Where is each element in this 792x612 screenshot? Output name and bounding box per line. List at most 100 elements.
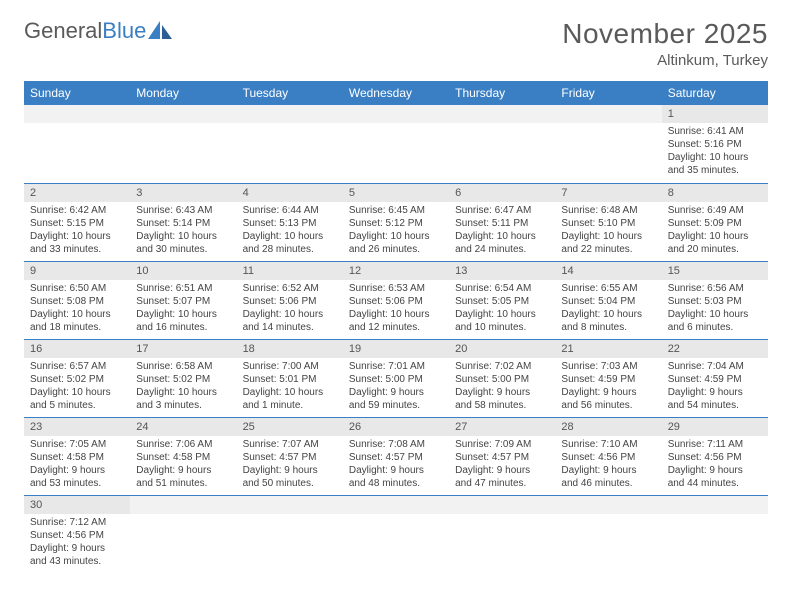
calendar-day-cell: 3Sunrise: 6:43 AMSunset: 5:14 PMDaylight…	[130, 183, 236, 261]
day-number: 19	[343, 340, 449, 358]
sunset-line: Sunset: 5:11 PM	[455, 217, 549, 230]
daylight-line: Daylight: 9 hours and 53 minutes.	[30, 464, 124, 490]
calendar-empty-cell	[130, 495, 236, 573]
weekday-header: Sunday	[24, 81, 130, 105]
day-details: Sunrise: 7:04 AMSunset: 4:59 PMDaylight:…	[662, 358, 768, 416]
day-details: Sunrise: 6:53 AMSunset: 5:06 PMDaylight:…	[343, 280, 449, 338]
sunset-line: Sunset: 4:56 PM	[30, 529, 124, 542]
calendar-empty-cell	[449, 495, 555, 573]
calendar-day-cell: 23Sunrise: 7:05 AMSunset: 4:58 PMDayligh…	[24, 417, 130, 495]
sunset-line: Sunset: 5:02 PM	[30, 373, 124, 386]
day-details: Sunrise: 7:10 AMSunset: 4:56 PMDaylight:…	[555, 436, 661, 494]
day-details: Sunrise: 6:52 AMSunset: 5:06 PMDaylight:…	[237, 280, 343, 338]
sunrise-line: Sunrise: 6:51 AM	[136, 282, 230, 295]
sunset-line: Sunset: 4:57 PM	[349, 451, 443, 464]
day-details: Sunrise: 7:12 AMSunset: 4:56 PMDaylight:…	[24, 514, 130, 572]
calendar-day-cell: 6Sunrise: 6:47 AMSunset: 5:11 PMDaylight…	[449, 183, 555, 261]
calendar-day-cell: 24Sunrise: 7:06 AMSunset: 4:58 PMDayligh…	[130, 417, 236, 495]
day-number	[555, 496, 661, 514]
day-details: Sunrise: 7:09 AMSunset: 4:57 PMDaylight:…	[449, 436, 555, 494]
title-block: November 2025 Altinkum, Turkey	[562, 18, 768, 69]
daylight-line: Daylight: 10 hours and 14 minutes.	[243, 308, 337, 334]
calendar-week-row: 16Sunrise: 6:57 AMSunset: 5:02 PMDayligh…	[24, 339, 768, 417]
logo-sail-icon	[148, 21, 174, 41]
calendar-empty-cell	[237, 105, 343, 183]
sunrise-line: Sunrise: 7:10 AM	[561, 438, 655, 451]
daylight-line: Daylight: 10 hours and 12 minutes.	[349, 308, 443, 334]
calendar-day-cell: 27Sunrise: 7:09 AMSunset: 4:57 PMDayligh…	[449, 417, 555, 495]
sunrise-line: Sunrise: 7:08 AM	[349, 438, 443, 451]
day-number: 2	[24, 184, 130, 202]
calendar-day-cell: 26Sunrise: 7:08 AMSunset: 4:57 PMDayligh…	[343, 417, 449, 495]
day-number	[343, 105, 449, 123]
day-number: 6	[449, 184, 555, 202]
daylight-line: Daylight: 9 hours and 59 minutes.	[349, 386, 443, 412]
weekday-header: Monday	[130, 81, 236, 105]
day-number: 15	[662, 262, 768, 280]
calendar-day-cell: 8Sunrise: 6:49 AMSunset: 5:09 PMDaylight…	[662, 183, 768, 261]
calendar-empty-cell	[343, 495, 449, 573]
weekday-header: Saturday	[662, 81, 768, 105]
day-number: 28	[555, 418, 661, 436]
day-details: Sunrise: 6:55 AMSunset: 5:04 PMDaylight:…	[555, 280, 661, 338]
calendar-empty-cell	[343, 105, 449, 183]
day-details: Sunrise: 7:07 AMSunset: 4:57 PMDaylight:…	[237, 436, 343, 494]
sunrise-line: Sunrise: 6:58 AM	[136, 360, 230, 373]
day-number	[662, 496, 768, 514]
day-details: Sunrise: 7:00 AMSunset: 5:01 PMDaylight:…	[237, 358, 343, 416]
calendar-day-cell: 9Sunrise: 6:50 AMSunset: 5:08 PMDaylight…	[24, 261, 130, 339]
day-number	[130, 105, 236, 123]
logo-text-2: Blue	[102, 18, 146, 44]
sunrise-line: Sunrise: 6:56 AM	[668, 282, 762, 295]
day-details: Sunrise: 7:01 AMSunset: 5:00 PMDaylight:…	[343, 358, 449, 416]
daylight-line: Daylight: 9 hours and 43 minutes.	[30, 542, 124, 568]
day-details: Sunrise: 6:48 AMSunset: 5:10 PMDaylight:…	[555, 202, 661, 260]
sunset-line: Sunset: 4:59 PM	[668, 373, 762, 386]
daylight-line: Daylight: 10 hours and 30 minutes.	[136, 230, 230, 256]
sunrise-line: Sunrise: 6:45 AM	[349, 204, 443, 217]
page-header: GeneralBlue November 2025 Altinkum, Turk…	[24, 18, 768, 69]
day-details: Sunrise: 7:02 AMSunset: 5:00 PMDaylight:…	[449, 358, 555, 416]
sunrise-line: Sunrise: 7:11 AM	[668, 438, 762, 451]
day-details: Sunrise: 6:44 AMSunset: 5:13 PMDaylight:…	[237, 202, 343, 260]
day-number: 5	[343, 184, 449, 202]
calendar-empty-cell	[555, 105, 661, 183]
sunset-line: Sunset: 5:03 PM	[668, 295, 762, 308]
sunrise-line: Sunrise: 7:04 AM	[668, 360, 762, 373]
sunrise-line: Sunrise: 6:53 AM	[349, 282, 443, 295]
daylight-line: Daylight: 9 hours and 54 minutes.	[668, 386, 762, 412]
calendar-week-row: 1Sunrise: 6:41 AMSunset: 5:16 PMDaylight…	[24, 105, 768, 183]
daylight-line: Daylight: 9 hours and 46 minutes.	[561, 464, 655, 490]
day-number: 9	[24, 262, 130, 280]
calendar-day-cell: 28Sunrise: 7:10 AMSunset: 4:56 PMDayligh…	[555, 417, 661, 495]
sunrise-line: Sunrise: 6:52 AM	[243, 282, 337, 295]
day-details: Sunrise: 7:05 AMSunset: 4:58 PMDaylight:…	[24, 436, 130, 494]
sunrise-line: Sunrise: 7:02 AM	[455, 360, 549, 373]
weekday-header: Friday	[555, 81, 661, 105]
sunset-line: Sunset: 5:02 PM	[136, 373, 230, 386]
sunset-line: Sunset: 5:07 PM	[136, 295, 230, 308]
day-number: 16	[24, 340, 130, 358]
calendar-table: SundayMondayTuesdayWednesdayThursdayFrid…	[24, 81, 768, 573]
day-number: 23	[24, 418, 130, 436]
day-number: 17	[130, 340, 236, 358]
day-details: Sunrise: 6:43 AMSunset: 5:14 PMDaylight:…	[130, 202, 236, 260]
daylight-line: Daylight: 10 hours and 24 minutes.	[455, 230, 549, 256]
daylight-line: Daylight: 10 hours and 6 minutes.	[668, 308, 762, 334]
day-number: 18	[237, 340, 343, 358]
weekday-header: Wednesday	[343, 81, 449, 105]
day-number: 12	[343, 262, 449, 280]
sunrise-line: Sunrise: 6:54 AM	[455, 282, 549, 295]
calendar-day-cell: 20Sunrise: 7:02 AMSunset: 5:00 PMDayligh…	[449, 339, 555, 417]
calendar-day-cell: 14Sunrise: 6:55 AMSunset: 5:04 PMDayligh…	[555, 261, 661, 339]
sunrise-line: Sunrise: 6:42 AM	[30, 204, 124, 217]
sunrise-line: Sunrise: 7:06 AM	[136, 438, 230, 451]
calendar-week-row: 30Sunrise: 7:12 AMSunset: 4:56 PMDayligh…	[24, 495, 768, 573]
sunset-line: Sunset: 5:00 PM	[455, 373, 549, 386]
daylight-line: Daylight: 9 hours and 51 minutes.	[136, 464, 230, 490]
sunrise-line: Sunrise: 7:12 AM	[30, 516, 124, 529]
day-number: 13	[449, 262, 555, 280]
daylight-line: Daylight: 9 hours and 58 minutes.	[455, 386, 549, 412]
weekday-header: Thursday	[449, 81, 555, 105]
sunrise-line: Sunrise: 6:50 AM	[30, 282, 124, 295]
